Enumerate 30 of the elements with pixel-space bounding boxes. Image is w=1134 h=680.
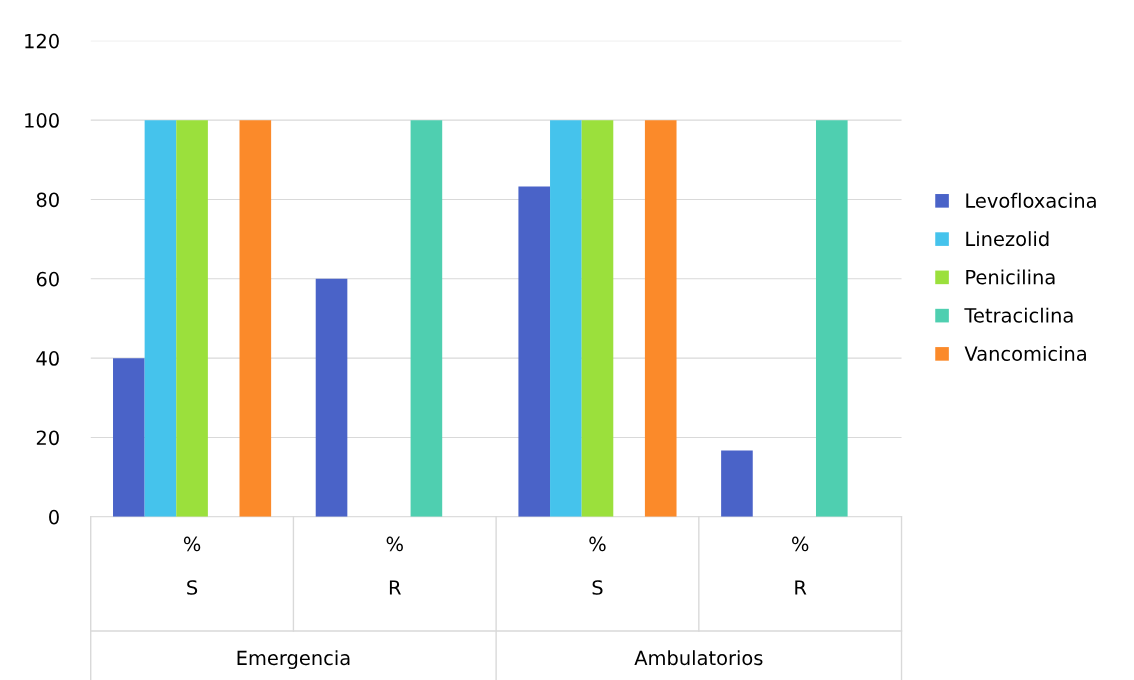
category-label: % R xyxy=(386,536,403,595)
y-tick-label: 120 xyxy=(25,33,59,49)
category-label: % S xyxy=(183,536,201,595)
bar xyxy=(144,120,177,517)
legend-label: Vancomicina xyxy=(964,345,1086,361)
y-tick-label: 60 xyxy=(36,271,59,287)
text: Ambulatorios xyxy=(634,650,763,666)
text: Emergencia xyxy=(237,650,350,670)
bar xyxy=(721,450,753,517)
bar xyxy=(518,186,551,517)
bar xyxy=(239,120,272,517)
bar xyxy=(644,120,677,517)
category-label: % S xyxy=(589,536,606,595)
y-tick-label: 0 xyxy=(49,509,59,525)
legend-label: Tetraciclina xyxy=(964,307,1073,323)
legend-label: Penicilina xyxy=(966,269,1055,285)
legend-label: Linezolid xyxy=(966,231,1049,247)
legend-label: Levofloxacina xyxy=(966,192,1096,208)
bar xyxy=(815,120,848,517)
bar xyxy=(410,120,443,517)
y-tick-label: 80 xyxy=(36,192,59,208)
bar xyxy=(176,120,208,517)
bar xyxy=(315,278,348,517)
category-label: % R xyxy=(792,536,809,595)
bar xyxy=(550,120,582,517)
y-tick-label: 40 xyxy=(36,351,59,366)
y-tick-label: 20 xyxy=(36,430,59,446)
bar xyxy=(581,120,614,517)
bar xyxy=(113,358,145,517)
y-tick-label: 100 xyxy=(25,113,59,128)
